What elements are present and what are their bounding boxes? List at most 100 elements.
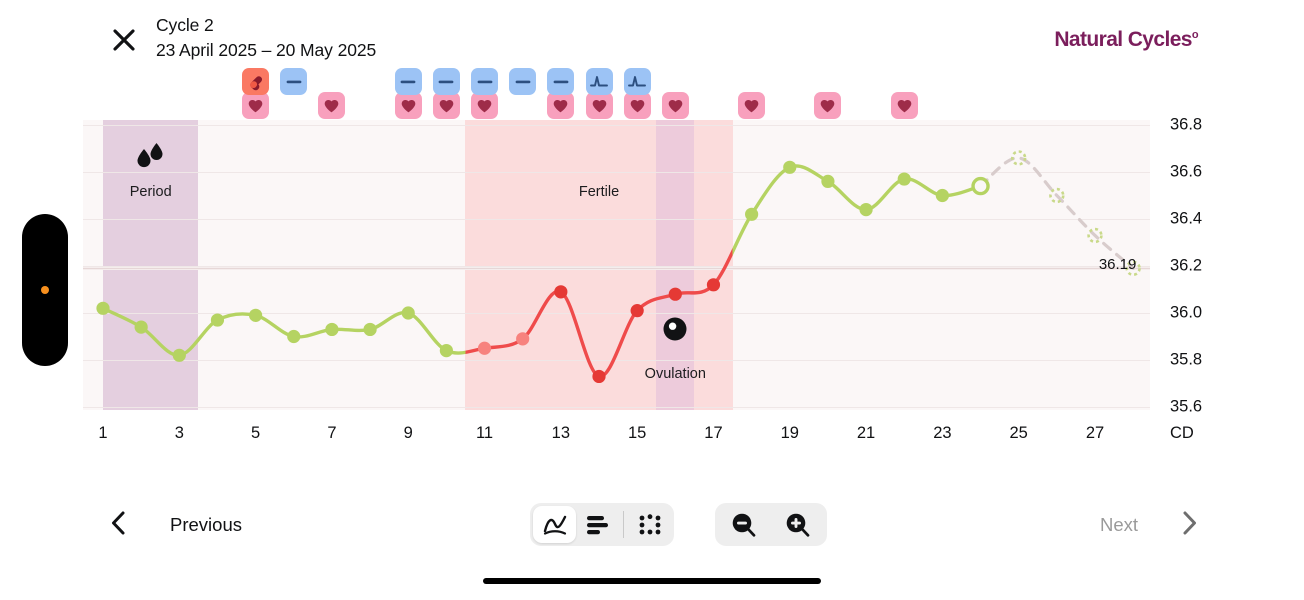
heart-icon[interactable] — [890, 92, 918, 119]
gridline — [83, 313, 1150, 314]
lh-test-negative-icon[interactable] — [509, 68, 537, 95]
lh-test-negative-icon[interactable] — [280, 68, 308, 95]
prediction-line — [978, 156, 1135, 270]
temperature-point[interactable] — [706, 278, 721, 292]
lh-test-negative-icon[interactable] — [547, 68, 575, 95]
gridline — [83, 172, 1150, 173]
temperature-point[interactable] — [325, 322, 339, 337]
x-axis-tick-label: 17 — [704, 424, 723, 442]
chart-view-switcher[interactable] — [530, 503, 674, 546]
previous-cycle-button[interactable]: Previous — [110, 505, 242, 545]
water-drops-icon — [134, 142, 168, 177]
temperature-point[interactable] — [745, 207, 759, 221]
temperature-point[interactable] — [668, 287, 682, 301]
temperature-line-segment — [465, 247, 733, 379]
y-axis-tick-label: 36.4 — [1170, 209, 1203, 228]
temperature-point[interactable] — [516, 332, 530, 346]
view-dots-button[interactable] — [628, 506, 671, 543]
temperature-point[interactable] — [439, 344, 453, 358]
x-axis-tick-label: 13 — [551, 424, 571, 442]
brand-mark: o — [1191, 29, 1199, 41]
temperature-point[interactable] — [249, 308, 263, 322]
band-label-fertile: Fertile — [578, 184, 620, 200]
lh-test-peak-icon[interactable] — [585, 68, 613, 95]
heart-icon[interactable] — [585, 92, 613, 119]
x-axis-tick-label: 7 — [327, 424, 337, 442]
y-axis-tick-label: 36.0 — [1170, 303, 1203, 322]
lh-test-negative-icon[interactable] — [471, 68, 499, 95]
chevron-right-icon — [1182, 510, 1198, 541]
temperature-point[interactable] — [134, 320, 148, 334]
lh-test-peak-icon[interactable] — [623, 68, 651, 95]
x-axis-tick-label: 19 — [780, 424, 799, 442]
brand-name: Natural Cycles — [1054, 28, 1192, 51]
temperature-point[interactable] — [935, 188, 949, 203]
temperature-point[interactable] — [172, 348, 186, 362]
page-title: Cycle 2 — [156, 15, 214, 35]
temperature-point[interactable] — [363, 322, 377, 337]
zoom-out-icon[interactable] — [718, 506, 770, 543]
lh-test-negative-icon[interactable] — [432, 68, 460, 95]
previous-label: Previous — [170, 514, 242, 535]
view-bars-button[interactable] — [576, 506, 619, 543]
threshold-value-label: 36.19 — [1098, 256, 1137, 274]
heart-icon[interactable] — [432, 92, 460, 119]
heart-icon[interactable] — [814, 92, 842, 119]
temperature-point[interactable] — [592, 369, 606, 384]
y-axis-tick-label: 35.6 — [1170, 397, 1203, 416]
heart-icon[interactable] — [661, 92, 689, 119]
temperature-point[interactable] — [554, 285, 568, 299]
heart-icon[interactable] — [471, 92, 499, 119]
y-axis-tick-label: 36.2 — [1170, 256, 1203, 275]
brand-logo: Natural Cycleso — [1054, 28, 1198, 52]
x-axis-tick-label: 3 — [174, 424, 184, 442]
gridline — [83, 125, 1150, 126]
temperature-point[interactable] — [783, 160, 797, 174]
temperature-point[interactable] — [971, 176, 990, 196]
x-axis-tick-label: 23 — [933, 424, 952, 442]
y-axis-tick-label: 36.6 — [1170, 162, 1203, 181]
heart-icon[interactable] — [738, 92, 766, 119]
gridline — [83, 407, 1150, 408]
x-axis-tick-label: 9 — [403, 424, 413, 442]
band-label-ovulation: Ovulation — [644, 366, 706, 382]
heart-icon[interactable] — [242, 92, 270, 119]
view-curve-button[interactable] — [533, 506, 576, 543]
close-icon[interactable] — [108, 24, 140, 56]
x-axis-tick-label: 11 — [475, 424, 494, 442]
temperature-line-segment — [732, 164, 983, 256]
camera-lens-indicator — [41, 286, 49, 294]
temperature-point[interactable] — [821, 174, 835, 188]
heart-icon[interactable] — [623, 92, 651, 119]
header: Cycle 2 23 April 2025 – 20 May 2025 Natu… — [0, 0, 1304, 70]
home-indicator — [483, 578, 821, 584]
temperature-point[interactable] — [477, 341, 492, 355]
cycle-date-range: 23 April 2025 – 20 May 2025 — [156, 40, 377, 60]
y-axis-tick-label: 36.8 — [1170, 115, 1203, 134]
heart-icon[interactable] — [547, 92, 575, 119]
temperature-line-segment — [101, 306, 466, 357]
zoom-in-icon[interactable] — [772, 506, 824, 543]
pill-icon[interactable] — [242, 68, 270, 95]
gridline — [83, 360, 1150, 361]
heart-icon[interactable] — [318, 92, 346, 119]
x-axis-tick-label: 15 — [627, 424, 647, 442]
predicted-temperature-point — [1087, 227, 1103, 244]
temperature-point[interactable] — [287, 329, 301, 344]
x-axis-tick-label: 5 — [251, 424, 261, 442]
temperature-chart[interactable]: Period Fertile Ovulation 36.19 — [83, 120, 1150, 410]
lh-test-negative-icon[interactable] — [394, 68, 422, 95]
temperature-point[interactable] — [897, 172, 911, 186]
temperature-point[interactable] — [210, 313, 225, 327]
temperature-point[interactable] — [859, 203, 873, 217]
heart-icon[interactable] — [394, 92, 422, 119]
band-ovulation — [656, 120, 695, 410]
y-axis-tick-label: 35.8 — [1170, 350, 1203, 369]
temperature-point[interactable] — [630, 304, 644, 318]
temperature-point[interactable] — [96, 301, 110, 315]
zoom-controls[interactable] — [715, 503, 827, 546]
next-cycle-button[interactable]: Next — [1100, 505, 1198, 545]
temperature-point[interactable] — [401, 306, 415, 320]
temperature-threshold-line — [83, 267, 1150, 271]
next-label: Next — [1099, 514, 1138, 535]
